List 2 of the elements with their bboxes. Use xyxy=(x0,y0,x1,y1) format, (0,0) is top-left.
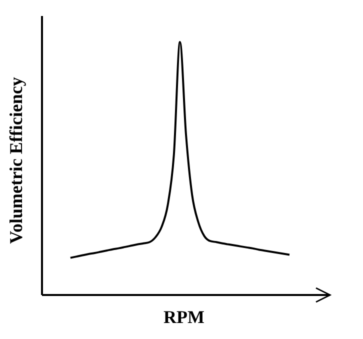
y-axis-title: Volumetric Efficiency xyxy=(6,77,26,244)
x-axis-title: RPM xyxy=(164,307,204,327)
